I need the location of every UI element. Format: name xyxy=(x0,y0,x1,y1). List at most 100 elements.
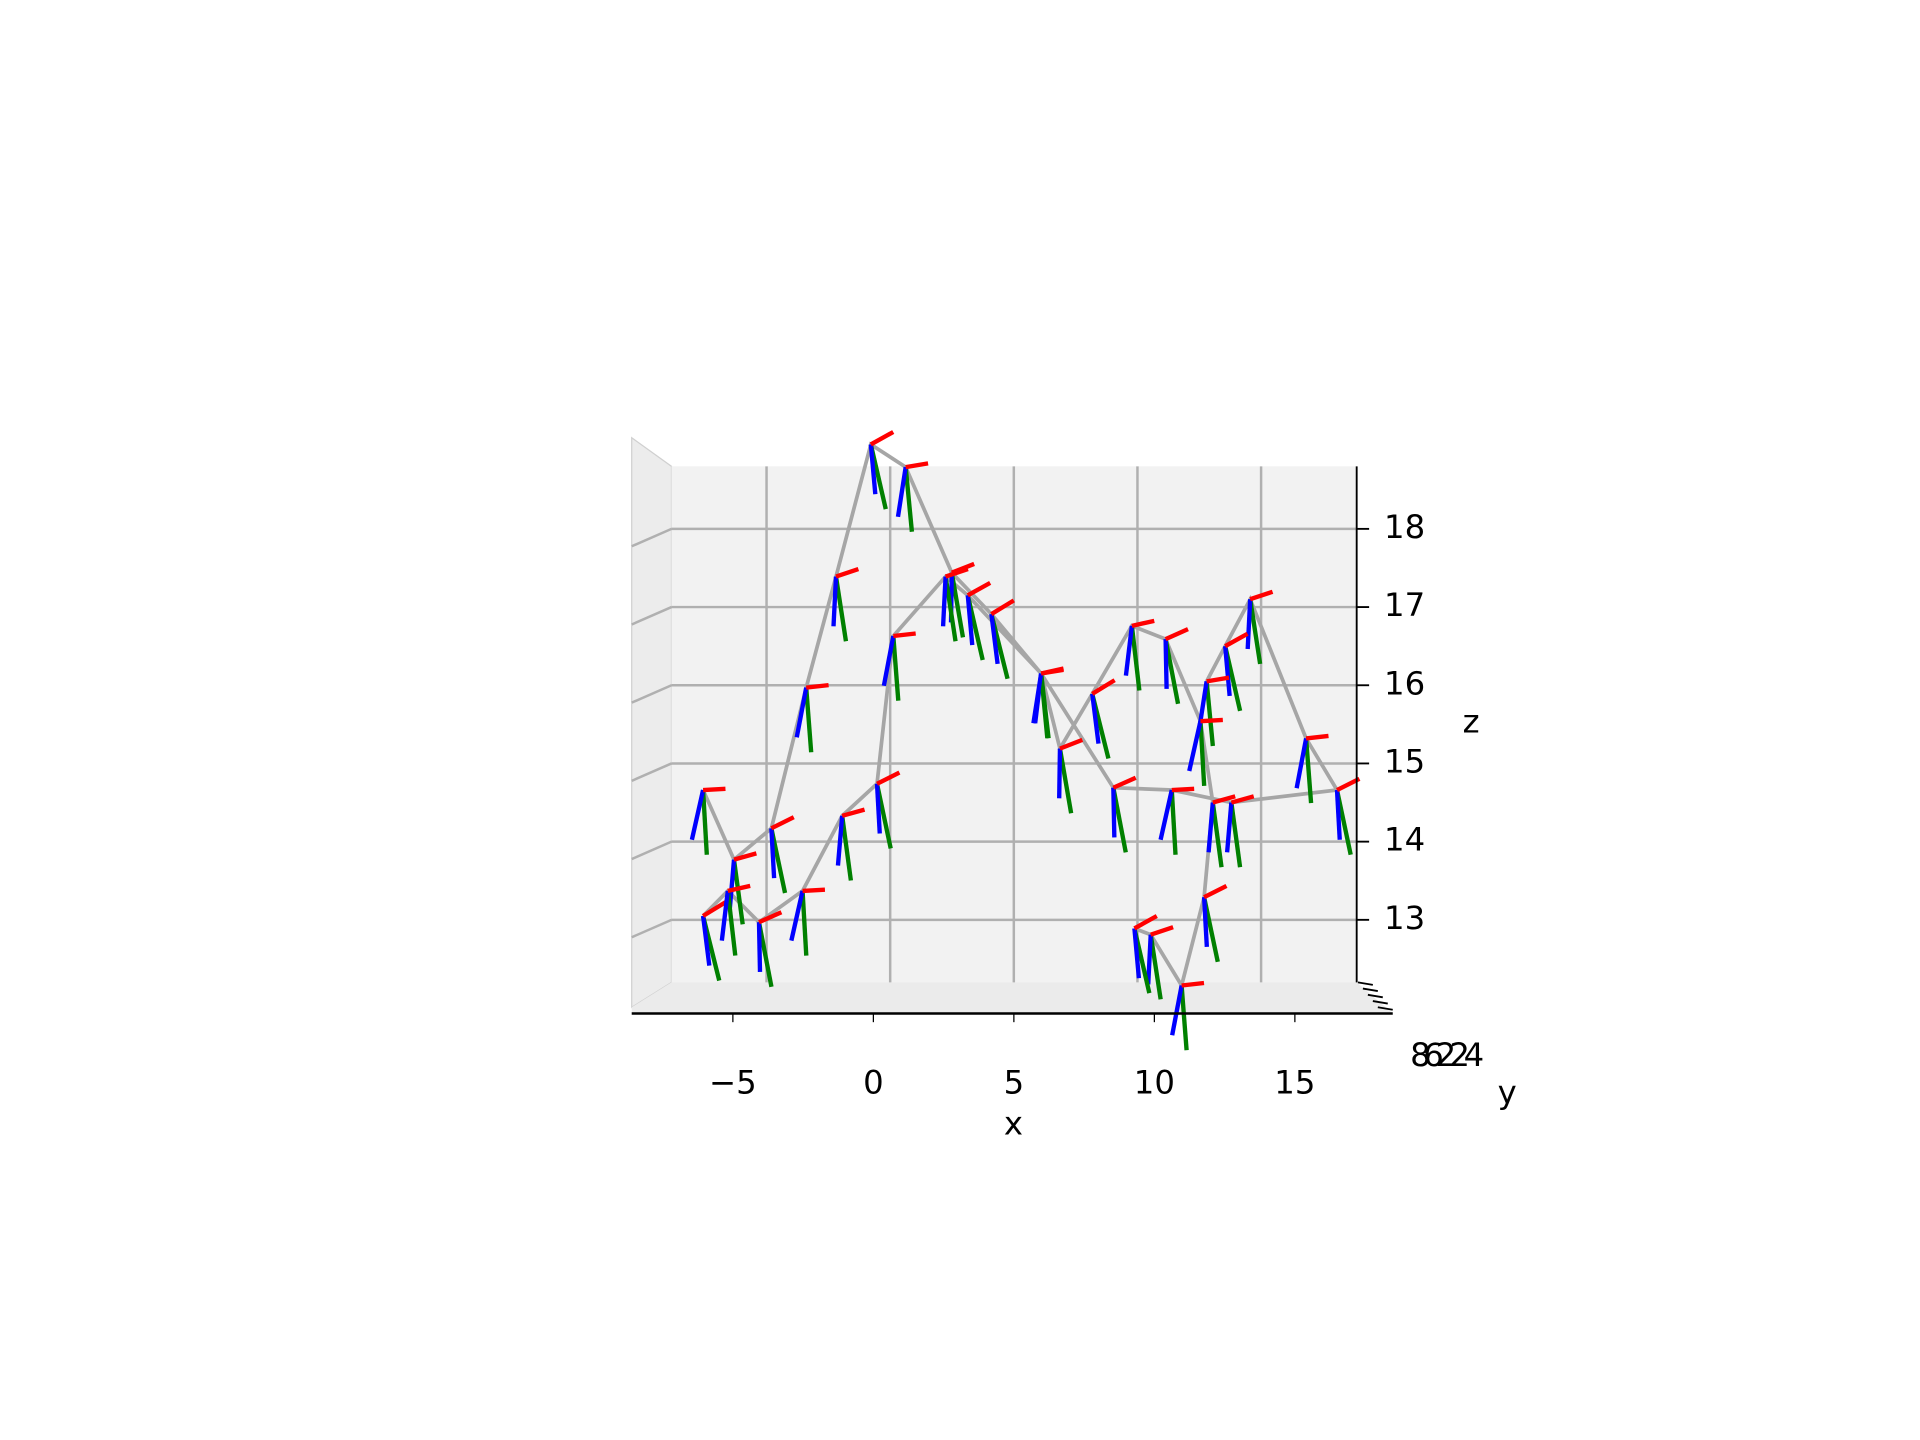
frame-axis xyxy=(1206,802,1215,853)
frame-axis xyxy=(802,887,826,894)
frame-axis xyxy=(1057,748,1063,799)
frame-axis xyxy=(700,789,709,855)
frame-axis xyxy=(769,828,777,879)
z-tick-label: 18 xyxy=(1384,508,1425,546)
x-tick-label: 0 xyxy=(863,1063,884,1101)
z-tick-label: 13 xyxy=(1384,899,1425,937)
frame-axis xyxy=(876,770,901,786)
grid xyxy=(631,466,1357,983)
pose-frame xyxy=(895,461,929,532)
frame-axis xyxy=(1245,599,1253,650)
frame-axis xyxy=(893,631,916,639)
frame-axis xyxy=(1230,794,1255,805)
frame-axis xyxy=(1111,787,1117,838)
frame-axis xyxy=(835,567,860,579)
frame-axis xyxy=(756,922,763,972)
pose-frame xyxy=(881,631,916,701)
frame-axis xyxy=(835,815,845,866)
frame-axis xyxy=(770,815,795,831)
pose-frame xyxy=(1334,776,1361,856)
grid-line xyxy=(631,762,673,782)
frame-axis xyxy=(1212,794,1236,805)
frame-axis xyxy=(1179,985,1189,1051)
frame-axis xyxy=(891,635,901,701)
frame-axis xyxy=(700,915,712,966)
frame-axis xyxy=(1224,631,1249,649)
frame-axis xyxy=(990,598,1015,616)
pose-frame xyxy=(940,567,969,642)
pose-frame xyxy=(1158,786,1195,855)
z-tick-label: 16 xyxy=(1384,664,1425,702)
frame-axis xyxy=(1248,598,1263,665)
frame-axis xyxy=(719,890,730,941)
frame-axis xyxy=(1181,980,1205,988)
z-axis-label: z xyxy=(1463,703,1480,741)
pose-frame xyxy=(1170,980,1205,1051)
x-tick-label: −5 xyxy=(709,1063,757,1101)
frame-axis xyxy=(868,444,878,495)
frame-axis xyxy=(1148,934,1163,1000)
pose-frame xyxy=(1057,737,1084,814)
frame-axis xyxy=(1305,733,1329,741)
frame-axis xyxy=(1146,934,1153,985)
plot-area xyxy=(689,430,1361,1051)
x-tick-label: 15 xyxy=(1274,1063,1315,1101)
frame-axis xyxy=(1206,675,1230,684)
frame-axis xyxy=(944,567,969,579)
pose-frame xyxy=(835,807,866,881)
pose-frame xyxy=(868,430,895,510)
pose-frame xyxy=(1224,794,1255,868)
pose-frame xyxy=(1187,717,1223,787)
frame-axis xyxy=(804,687,814,753)
z-tick-label: 17 xyxy=(1384,586,1425,624)
frame-axis xyxy=(1040,667,1064,676)
y-tick-label: 2 xyxy=(1449,1036,1470,1074)
frame-axis xyxy=(794,687,809,738)
pose-frame xyxy=(789,887,826,956)
pose-frame xyxy=(1223,631,1249,712)
pose-frame xyxy=(1163,627,1189,705)
pose-frame xyxy=(1294,733,1329,804)
pose-frame xyxy=(719,883,751,956)
frame-axis xyxy=(789,890,805,942)
frame-axis xyxy=(758,910,783,925)
frame-axis xyxy=(831,576,839,627)
frame-axis xyxy=(1091,678,1116,696)
frame-axis xyxy=(702,786,726,793)
y-tick xyxy=(1362,987,1378,993)
y-tick xyxy=(1357,981,1374,986)
y-tick xyxy=(1377,1006,1393,1011)
frame-axis xyxy=(833,576,849,642)
pose-frame xyxy=(1132,914,1158,994)
grid-line xyxy=(631,684,673,704)
z-tick-label: 14 xyxy=(1384,821,1425,859)
frame-axis xyxy=(966,580,992,598)
frame-axis xyxy=(1204,681,1216,747)
frame-axis xyxy=(1249,589,1274,602)
frame-axis xyxy=(841,807,866,818)
frame-axis xyxy=(1229,802,1243,868)
pose-frame xyxy=(689,786,726,855)
x-tick-label: 10 xyxy=(1134,1063,1175,1101)
x-axis-label: x xyxy=(1004,1104,1023,1142)
frame-axis xyxy=(1187,720,1203,772)
frame-axis xyxy=(840,815,854,881)
frame-axis xyxy=(689,789,706,841)
pose-frame xyxy=(756,910,783,988)
pose-frame xyxy=(1123,618,1155,691)
y-tick xyxy=(1367,993,1383,999)
frame-axis xyxy=(1150,925,1174,937)
frame-axis xyxy=(1123,625,1135,676)
pose-frame xyxy=(989,598,1015,680)
frame-axis xyxy=(905,461,929,470)
frame-axis xyxy=(1210,802,1224,868)
frame-axis xyxy=(725,890,738,956)
pose-frame xyxy=(1201,884,1228,963)
frame-axis xyxy=(805,682,829,690)
frame-axis xyxy=(965,595,975,646)
frame-axis xyxy=(1131,618,1155,628)
pose-frame xyxy=(1146,925,1174,1000)
pose-frame xyxy=(700,900,727,982)
frame-axis xyxy=(1224,802,1234,853)
pose-frame xyxy=(769,815,795,894)
